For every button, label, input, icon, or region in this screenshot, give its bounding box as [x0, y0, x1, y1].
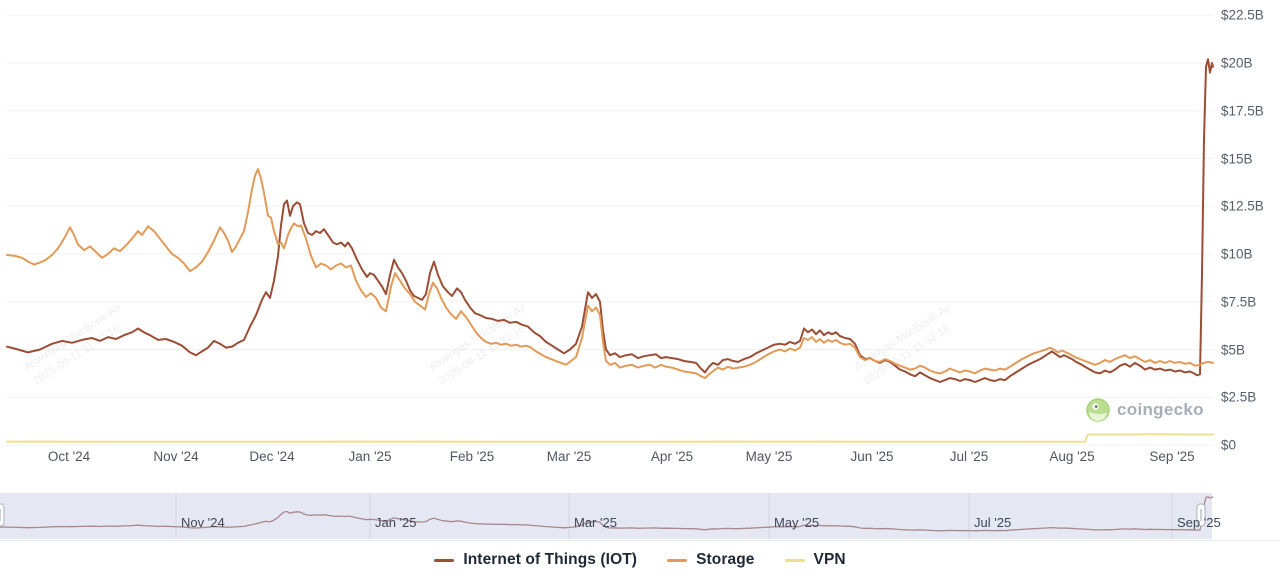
y-axis-label: $5B — [1221, 342, 1246, 357]
x-axis-label: May '25 — [745, 449, 793, 464]
y-axis-label: $12.5B — [1221, 198, 1264, 214]
x-axis-label: Sep '25 — [1149, 449, 1195, 464]
navigator-series-line — [0, 496, 1214, 532]
series-line-storage — [6, 168, 1214, 380]
coingecko-logo: coingecko — [1086, 398, 1204, 422]
navigator-track[interactable] — [0, 493, 1212, 539]
x-axis-label: Nov '24 — [153, 449, 199, 464]
x-axis-label: Mar '25 — [546, 449, 592, 464]
legend-item-vpn[interactable]: VPN — [784, 551, 846, 569]
legend-item-storage[interactable]: Storage — [667, 551, 754, 569]
x-axis-label: Dec '24 — [249, 449, 295, 464]
y-axis-label: $2.5B — [1221, 389, 1257, 405]
legend-item-iot[interactable]: Internet of Things (IOT) — [434, 551, 637, 569]
x-axis-label: Jun '25 — [850, 449, 894, 464]
y-axis-label: $0 — [1221, 437, 1237, 453]
navigator-handle-right[interactable] — [1196, 503, 1206, 527]
y-axis-label: $10B — [1221, 246, 1253, 262]
navigator-label: May '25 — [774, 515, 820, 530]
y-axis-label: $15B — [1221, 151, 1253, 166]
x-axis-label: Aug '25 — [1049, 449, 1095, 464]
y-axis-label: $17.5B — [1221, 103, 1264, 119]
x-axis-label: Jan '25 — [348, 449, 392, 464]
x-axis-label: Apr '25 — [650, 449, 694, 464]
navigator-handle-left[interactable] — [0, 503, 5, 527]
legend-label-storage: Storage — [696, 551, 755, 568]
navigator-label: Sep '25 — [1177, 515, 1221, 530]
legend-label-iot: Internet of Things (IOT) — [463, 551, 638, 568]
navigator-label: Nov '24 — [181, 515, 225, 530]
series-line-vpn — [6, 433, 1214, 443]
navigator-label: Jan '25 — [375, 515, 417, 530]
x-axis-label: Feb '25 — [449, 449, 495, 464]
navigator-label: Mar '25 — [574, 515, 617, 530]
y-axis-label: $7.5B — [1221, 294, 1257, 310]
storage-line-swatch — [667, 558, 688, 562]
coingecko-gecko-icon — [1086, 398, 1110, 422]
legend-label-vpn: VPN — [813, 551, 846, 568]
y-axis-label: $22.5B — [1221, 7, 1264, 23]
x-axis-label: Oct '24 — [47, 449, 91, 464]
y-axis-label: $20B — [1221, 55, 1253, 71]
x-axis-label: Jul '25 — [949, 449, 989, 464]
navigator-label: Jul '25 — [974, 515, 1012, 530]
coingecko-logo-text: coingecko — [1117, 400, 1204, 419]
series-line-iot — [6, 58, 1214, 383]
iot-line-swatch — [434, 558, 455, 562]
vpn-line-swatch — [784, 558, 805, 562]
legend: Internet of Things (IOT) Storage VPN — [0, 540, 1280, 579]
